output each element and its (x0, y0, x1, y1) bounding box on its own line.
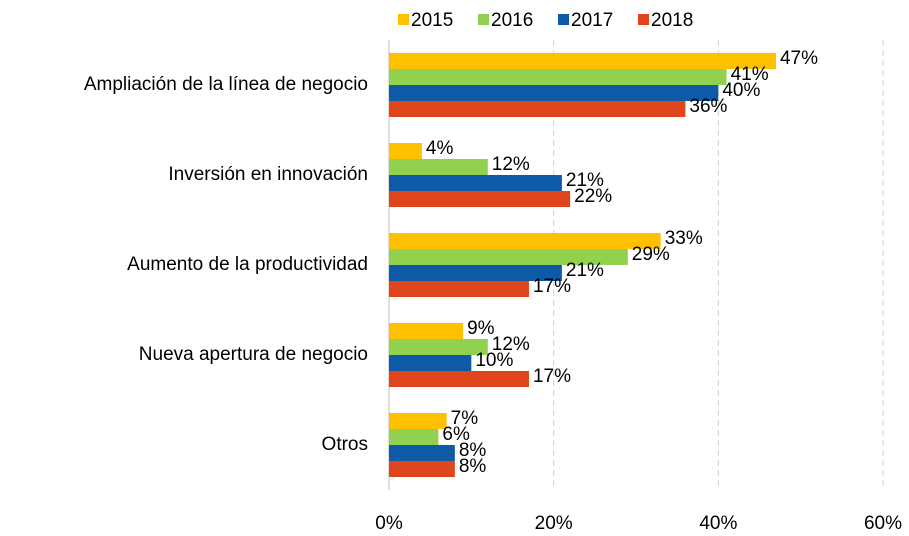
y-tick-label: Nueva apertura de negocio (139, 344, 368, 365)
data-label: 21% (566, 260, 604, 281)
bar (389, 281, 529, 297)
data-label: 8% (459, 456, 487, 477)
bar (389, 355, 472, 371)
bar (389, 233, 661, 249)
bar (389, 101, 686, 117)
data-label: 4% (426, 138, 454, 159)
legend-label: 2018 (651, 10, 693, 31)
bar (389, 371, 529, 387)
y-tick-label: Ampliación de la línea de negocio (84, 74, 368, 95)
data-label: 7% (451, 408, 479, 429)
x-tick-label: 0% (375, 513, 403, 534)
data-label: 33% (665, 228, 703, 249)
legend-label: 2017 (571, 10, 613, 31)
bar (389, 69, 727, 85)
legend-swatch (558, 14, 569, 25)
bar (389, 249, 628, 265)
data-label: 47% (780, 48, 818, 69)
x-tick-label: 40% (699, 513, 737, 534)
data-label: 29% (632, 244, 670, 265)
data-label: 6% (442, 424, 470, 445)
bar (389, 323, 464, 339)
data-label: 41% (731, 64, 769, 85)
data-label: 12% (492, 334, 530, 355)
bar (389, 413, 447, 429)
data-label: 17% (533, 366, 571, 387)
data-label: 17% (533, 276, 571, 297)
y-tick-label: Otros (322, 434, 368, 455)
data-label: 22% (574, 186, 612, 207)
data-label: 36% (689, 96, 727, 117)
bar (389, 53, 776, 69)
data-label: 9% (467, 318, 495, 339)
bar (389, 461, 455, 477)
bar (389, 143, 422, 159)
bar (389, 175, 562, 191)
data-label: 12% (492, 154, 530, 175)
y-tick-label: Aumento de la productividad (127, 254, 368, 275)
bar (389, 429, 439, 445)
legend-label: 2015 (411, 10, 453, 31)
x-tick-label: 20% (535, 513, 573, 534)
y-tick-label: Inversión en innovación (168, 164, 368, 185)
bar (389, 265, 562, 281)
bar (389, 85, 719, 101)
data-label: 21% (566, 170, 604, 191)
data-label: 10% (475, 350, 513, 371)
legend-label: 2016 (491, 10, 533, 31)
bar (389, 159, 488, 175)
bar (389, 339, 488, 355)
x-tick-label: 60% (864, 513, 902, 534)
bar (389, 191, 571, 207)
data-label: 40% (722, 80, 760, 101)
legend-swatch (478, 14, 489, 25)
data-label: 8% (459, 440, 487, 461)
legend-swatch (638, 14, 649, 25)
legend-swatch (398, 14, 409, 25)
bar (389, 445, 455, 461)
